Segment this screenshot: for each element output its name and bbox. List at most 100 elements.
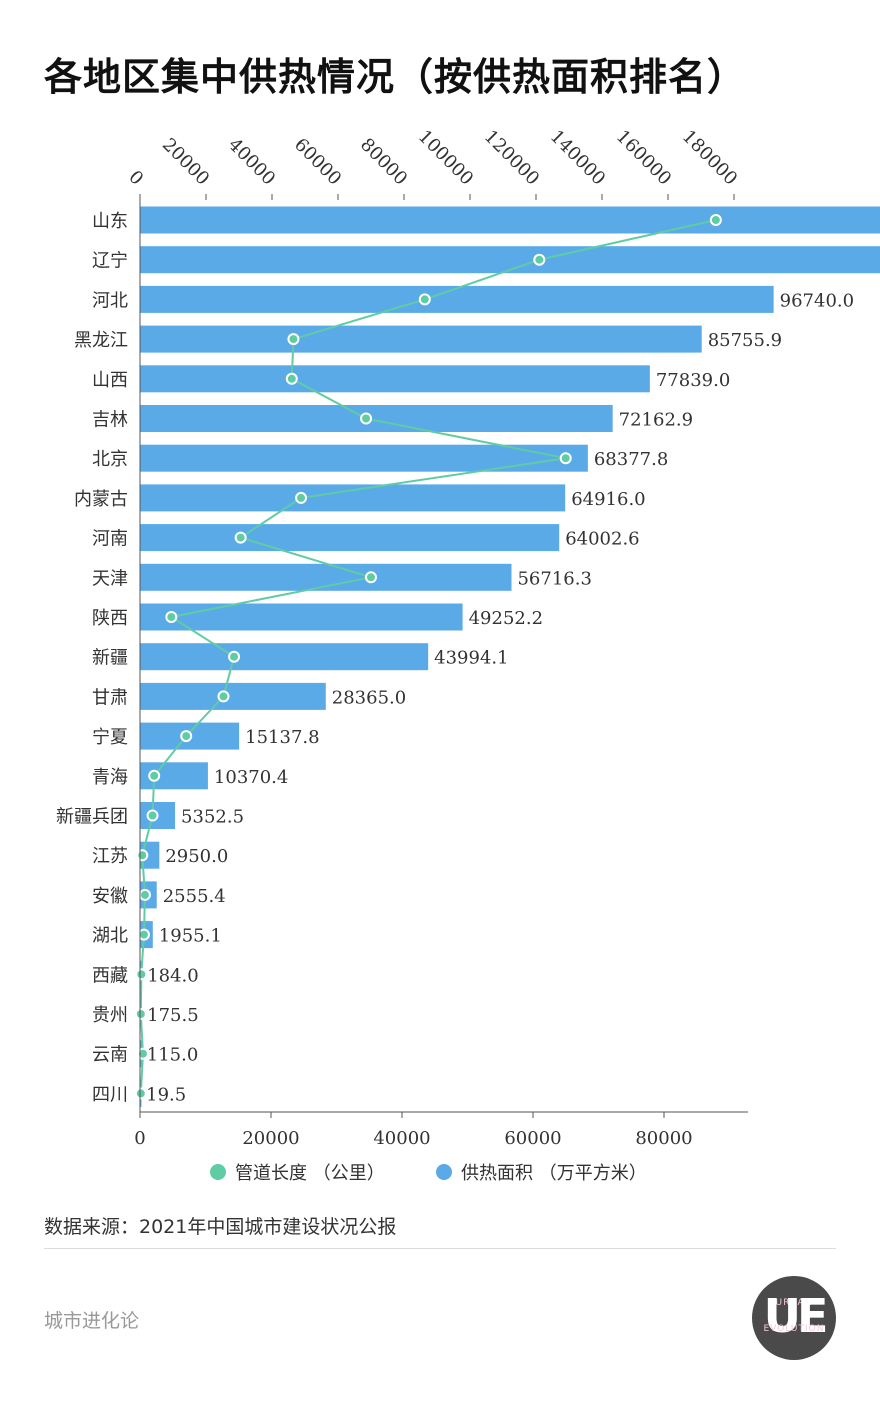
data-label: 77839.0 [656, 370, 730, 391]
legend-label-area: 供热面积 （万平方米） [461, 1163, 647, 1184]
x-top-tick-label: 140000 [546, 126, 609, 189]
data-label: 43994.1 [434, 648, 508, 669]
data-label: 19.5 [146, 1084, 186, 1105]
category-label: 湖北 [92, 926, 128, 947]
x-bottom-tick-label: 20000 [242, 1128, 299, 1149]
brand-name: 城市进化论 [44, 1310, 140, 1332]
bar [140, 246, 880, 274]
category-label: 河北 [92, 290, 128, 311]
legend-marker-pipe [210, 1164, 226, 1180]
divider [44, 1248, 836, 1249]
bar [140, 484, 566, 512]
bar [140, 524, 560, 552]
category-label: 甘肃 [92, 687, 128, 708]
pipe-length-point [146, 809, 159, 822]
data-label: 28365.0 [332, 687, 406, 708]
data-label: 2555.4 [163, 886, 226, 907]
data-label: 184.0 [147, 965, 199, 986]
data-label: 5352.5 [181, 807, 244, 828]
logo-mark: UE [763, 1289, 829, 1343]
pipe-length-point [418, 293, 431, 306]
category-label: 新疆 [92, 648, 128, 669]
x-top-tick-label: 120000 [480, 126, 543, 189]
pipe-length-point [138, 888, 151, 901]
category-label: 辽宁 [92, 251, 128, 272]
category-label: 天津 [92, 568, 128, 589]
x-top-tick-label: 100000 [414, 126, 477, 189]
logo-line2: EVOLUTION [763, 1324, 825, 1334]
category-label: 内蒙古 [74, 489, 128, 510]
pipe-length-point [148, 769, 161, 782]
pipe-length-point [136, 849, 149, 862]
data-label: 1955.1 [159, 926, 222, 947]
bar [140, 365, 650, 393]
pipe-length-point [287, 333, 300, 346]
data-label: 2950.0 [165, 846, 228, 867]
x-bottom-tick-label: 60000 [504, 1128, 561, 1149]
pipe-length-point [137, 928, 150, 941]
pipe-length-point [559, 452, 572, 465]
pipe-length-point [180, 730, 193, 743]
bar [140, 405, 613, 432]
bar [140, 206, 880, 234]
x-top-tick-label: 40000 [224, 134, 279, 189]
data-label: 175.5 [147, 1005, 199, 1026]
data-label: 96740.0 [780, 290, 854, 311]
pipe-length-point [217, 690, 230, 703]
data-label: 115.0 [147, 1045, 199, 1066]
logo-line1: URBAN [775, 1298, 813, 1308]
category-label: 黑龙江 [74, 330, 128, 351]
pipe-length-point [360, 412, 373, 425]
chart-title: 各地区集中供热情况（按供热面积排名） [44, 55, 747, 99]
pipe-length-point [295, 491, 308, 504]
category-label: 云南 [92, 1045, 128, 1066]
brand-logo: URBAN UE EVOLUTION [752, 1276, 836, 1360]
category-label: 西藏 [92, 965, 128, 986]
pipe-length-point [234, 531, 247, 544]
category-label: 江苏 [92, 846, 128, 867]
pipe-length-point [533, 253, 546, 266]
category-label: 新疆兵团 [56, 807, 128, 828]
bar [140, 444, 588, 472]
x-bottom-tick-label: 40000 [373, 1128, 430, 1149]
bar [140, 682, 326, 710]
x-top-tick-label: 180000 [678, 126, 741, 189]
category-label: 青海 [92, 767, 128, 788]
legend-label-pipe: 管道长度 （公里） [235, 1163, 385, 1184]
pipe-length-point [365, 571, 377, 584]
category-label: 四川 [92, 1084, 128, 1105]
bar [140, 285, 774, 313]
data-label: 72162.9 [619, 410, 693, 431]
category-label: 河南 [92, 529, 128, 550]
pipe-length-point [165, 611, 178, 623]
x-bottom-tick-label: 80000 [635, 1128, 692, 1149]
data-label: 85755.9 [708, 330, 782, 351]
legend-marker-area [436, 1164, 452, 1180]
category-label: 山东 [92, 211, 128, 232]
category-label: 吉林 [92, 410, 128, 431]
pipe-length-point [134, 1008, 147, 1020]
data-label: 64916.0 [571, 489, 645, 510]
data-label: 56716.3 [517, 568, 591, 589]
pipe-length-point [134, 1087, 147, 1100]
pipe-length-point [709, 214, 722, 226]
bar [140, 643, 429, 671]
category-label: 北京 [92, 449, 128, 470]
x-top-tick-label: 0 [124, 167, 147, 190]
bar [140, 603, 463, 631]
pipe-length-point [135, 968, 148, 981]
x-top-tick-label: 160000 [612, 126, 675, 189]
data-label: 15137.8 [245, 727, 319, 748]
category-label: 宁夏 [92, 727, 128, 748]
category-label: 陕西 [92, 608, 128, 629]
x-bottom-tick-label: 0 [134, 1128, 145, 1149]
pipe-length-point [285, 372, 298, 385]
x-top-tick-label: 20000 [158, 134, 213, 189]
x-top-tick-label: 60000 [290, 134, 345, 189]
data-label: 68377.8 [594, 449, 668, 470]
category-label: 贵州 [92, 1005, 128, 1026]
bar [140, 325, 702, 353]
category-label: 山西 [92, 370, 128, 391]
category-label: 安徽 [92, 886, 128, 907]
data-label: 64002.6 [565, 529, 639, 550]
